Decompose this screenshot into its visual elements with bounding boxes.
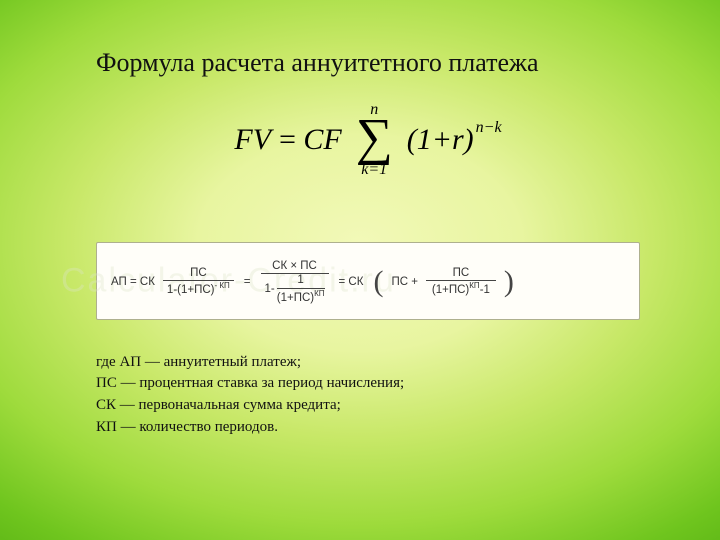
fraction-1: ПС 1-(1+ПС)- КП [163, 266, 234, 298]
legend: где АП — аннуитетный платеж; ПС — процен… [96, 352, 640, 439]
f3-den-exp: КП [469, 281, 479, 290]
f3-numerator: ПС [449, 266, 474, 280]
fraction-2: СК × ПС 1- 1 (1+ПС)КП [261, 259, 329, 305]
right-paren-icon: ) [504, 267, 514, 297]
left-paren-icon: ( [373, 267, 383, 297]
nested-den-exp: КП [314, 289, 324, 298]
main-formula: FV = CF n ∑ k=1 (1+r) n−k [96, 92, 640, 202]
f3-denominator: (1+ПС)КП-1 [428, 281, 494, 297]
legend-line-2: ПС — процентная ставка за период начисле… [96, 373, 640, 395]
derivation-equation: АП = СК ПС 1-(1+ПС)- КП = СК × ПС 1- 1 [111, 259, 625, 305]
formula-coef: CF [303, 123, 341, 157]
nested-den-base: (1+ПС) [277, 291, 314, 303]
fraction-3: ПС (1+ПС)КП-1 [426, 266, 496, 298]
f2-denominator: 1- 1 (1+ПС)КП [261, 274, 329, 304]
f1-den-base: 1-(1+ПС) [167, 284, 215, 296]
f2-den-prefix: 1- [265, 282, 275, 296]
f2-numerator: СК × ПС [268, 259, 321, 273]
equals-1: = [242, 276, 253, 288]
legend-line-1: где АП — аннуитетный платеж; [96, 352, 640, 374]
derivation-box: Calculator-Credit.ru АП = СК ПС 1-(1+ПС)… [96, 242, 640, 320]
equals-2: = СК [337, 276, 366, 288]
f1-den-exp: - КП [215, 281, 230, 290]
summation: n ∑ k=1 [356, 102, 393, 178]
nested-den: (1+ПС)КП [277, 289, 325, 305]
sigma-icon: ∑ [356, 116, 393, 160]
power-term: (1+r) n−k [407, 123, 502, 157]
legend-line-3: СК — первоначальная сумма кредита; [96, 395, 640, 417]
slide-title: Формула расчета аннуитетного платежа [96, 48, 640, 78]
nested-num: 1 [297, 274, 303, 287]
formula-lhs: FV [234, 123, 271, 157]
term-base: (1+r) [407, 123, 474, 157]
term-exponent: n−k [476, 119, 502, 137]
nested-fraction: 1 (1+ПС)КП [277, 274, 325, 304]
f1-denominator: 1-(1+ПС)- КП [163, 281, 234, 297]
f3-den-suffix: -1 [480, 284, 490, 296]
sum-lower: k=1 [361, 162, 387, 178]
f1-numerator: ПС [186, 266, 211, 280]
legend-line-4: КП — количество периодов. [96, 417, 640, 439]
equals-sign: = [277, 123, 297, 157]
f3-den-base: (1+ПС) [432, 284, 469, 296]
slide: Формула расчета аннуитетного платежа FV … [0, 0, 720, 540]
term3-lead: ПС + [391, 276, 417, 288]
eq-lead: АП = СК [111, 276, 155, 288]
